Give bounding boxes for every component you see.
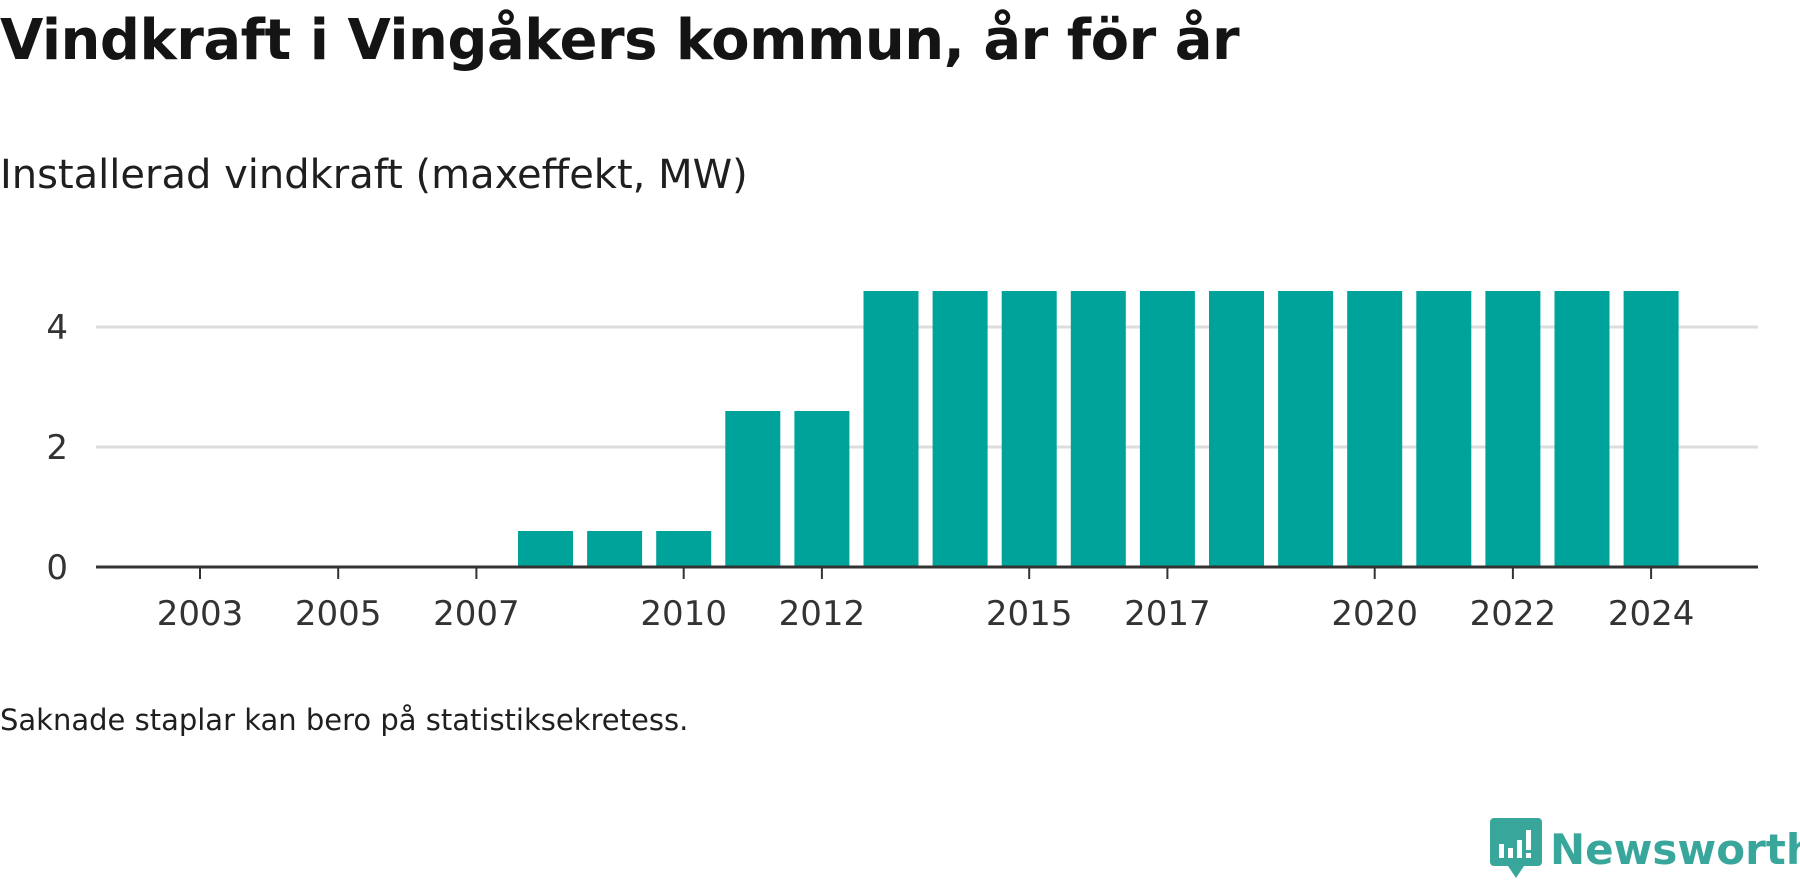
x-tick-label-2024: 2024 <box>1608 594 1695 634</box>
bar-2010 <box>656 531 712 567</box>
x-tick-label-2007: 2007 <box>433 594 520 634</box>
footnote: Saknade staplar kan bero på statistiksek… <box>0 703 689 737</box>
bar-2014 <box>932 291 988 567</box>
bar-2008 <box>518 531 573 567</box>
x-tick-label-2010: 2010 <box>640 594 727 634</box>
axis-layer: 0 2 4 2003 2005 2007 2010 2012 2015 2017 2020 2022 2… <box>46 308 1758 634</box>
chart-subtitle: Installerad vindkraft (maxeffekt, MW) <box>0 152 748 198</box>
x-tick-label-2012: 2012 <box>779 594 866 634</box>
brand-name: Newsworthy <box>1550 824 1800 874</box>
chart-title: Vindkraft i Vingåkers kommun, år för år <box>0 8 1240 73</box>
bar-2021 <box>1416 291 1472 567</box>
x-tick-label-2015: 2015 <box>986 594 1073 634</box>
x-tick-label-2017: 2017 <box>1124 594 1211 634</box>
x-tick-label-2003: 2003 <box>157 594 244 634</box>
bar-2019 <box>1278 291 1334 567</box>
bar-2013 <box>863 291 919 567</box>
bar-2015 <box>1001 291 1057 567</box>
x-tick-label-2022: 2022 <box>1470 594 1557 634</box>
bar-2024 <box>1623 291 1679 567</box>
bar-2022 <box>1485 291 1541 567</box>
grid-layer <box>96 325 1758 449</box>
y-tick-label-4: 4 <box>46 308 68 348</box>
bar-layer <box>518 291 1679 567</box>
bar-2012 <box>794 411 850 567</box>
brand-logo: Newsworthy <box>1490 818 1800 880</box>
bar-2020 <box>1347 291 1403 567</box>
bar-2018 <box>1209 291 1264 567</box>
bar-2023 <box>1554 291 1610 567</box>
y-tick-label-0: 0 <box>46 548 68 588</box>
bar-chart: 0 2 4 2003 2005 2007 2010 2012 2015 2017 2020 2022 2… <box>46 291 1758 634</box>
y-tick-label-2: 2 <box>46 428 68 468</box>
x-tick-label-2005: 2005 <box>295 594 382 634</box>
bar-2016 <box>1070 291 1126 567</box>
x-tick-label-2020: 2020 <box>1331 594 1418 634</box>
bar-2017 <box>1139 291 1195 567</box>
bar-2011 <box>725 411 781 567</box>
bar-2009 <box>587 531 643 567</box>
newsworthy-chart-bubble-icon <box>1490 818 1542 878</box>
